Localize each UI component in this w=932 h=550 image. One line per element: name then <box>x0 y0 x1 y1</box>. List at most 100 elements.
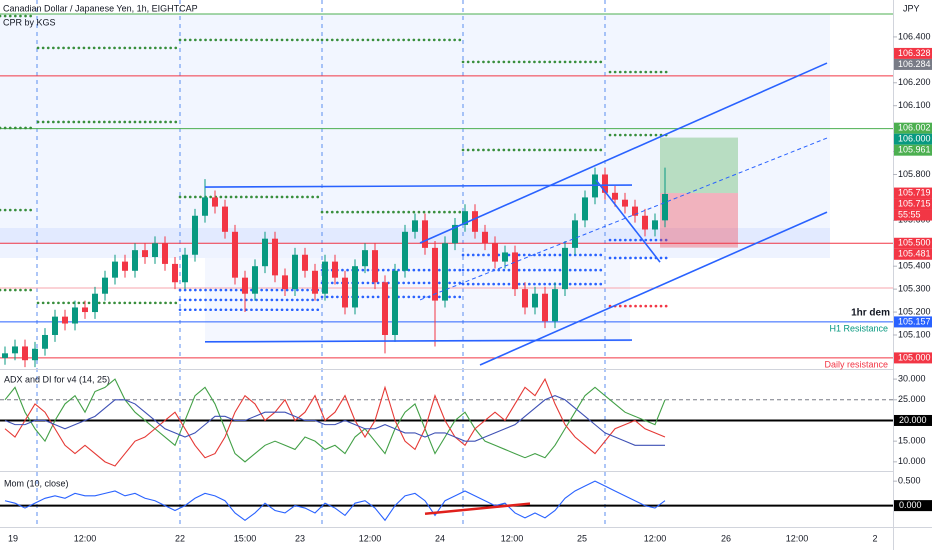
candle-body <box>32 348 38 361</box>
candle-body <box>412 220 418 232</box>
price-tag-box <box>894 133 932 145</box>
countdown: 55:55 <box>898 209 921 219</box>
candle-body <box>192 215 198 255</box>
y-tick-label: 25.000 <box>898 394 926 404</box>
x-tick-label: 12:00 <box>501 533 524 543</box>
candle-body <box>552 289 558 322</box>
candle-body <box>662 193 668 221</box>
y-tick-label: 106.400 <box>898 31 931 41</box>
price-tag-label: 105.000 <box>898 352 931 362</box>
candle-body <box>172 263 178 283</box>
candle-body <box>92 293 98 313</box>
level-tag: 0.000 <box>894 500 932 512</box>
price-tag-box <box>894 316 932 328</box>
candle-body <box>542 293 548 322</box>
y-tick-label: 105.100 <box>898 329 931 339</box>
level-tag: 20.000 <box>894 415 932 426</box>
price-tag-box <box>894 187 932 199</box>
price-tag-box <box>894 198 932 210</box>
price-tag-label: 105.961 <box>898 145 931 155</box>
price-tag: 105.719 <box>894 187 932 199</box>
x-tick-label: 19 <box>8 533 18 543</box>
x-tick-label: 12:00 <box>644 533 667 543</box>
annotation: Daily resistance <box>824 359 888 369</box>
candle-body <box>52 316 58 335</box>
candle-body <box>262 238 268 267</box>
candle-body <box>472 211 478 232</box>
candle-body <box>422 220 428 248</box>
price-tag-box <box>894 248 932 260</box>
candle-body <box>512 252 518 290</box>
candle-body <box>452 224 458 244</box>
chart-title: Canadian Dollar / Japanese Yen, 1h, EIGH… <box>3 3 198 13</box>
price-tag: 106.284 <box>894 59 932 70</box>
candle-body <box>502 252 508 262</box>
plot <box>0 13 893 522</box>
candle-body <box>372 250 378 283</box>
x-tick-label: 25 <box>577 533 587 543</box>
candle-body <box>162 243 168 264</box>
price-tag: 105.157 <box>894 316 932 328</box>
trendline <box>419 62 828 244</box>
price-tag-box <box>894 122 932 134</box>
y-tick-label: 106.100 <box>898 100 931 110</box>
candle-body <box>102 277 108 294</box>
price-tag: 105.961 <box>894 145 932 156</box>
y-tick-label: 105.800 <box>898 169 931 179</box>
level-tag-box <box>894 414 932 426</box>
indicator-name: CPR by KGS <box>3 17 56 27</box>
candle-body <box>432 247 438 301</box>
adx-title: ADX and DI for v4 (14, 25) <box>4 374 110 384</box>
candle-body <box>2 353 8 358</box>
y-tick-label: 10.000 <box>898 456 926 466</box>
candle-body <box>582 197 588 221</box>
trendline <box>204 184 633 188</box>
candle-body <box>312 270 318 294</box>
level-tag-label: 20.000 <box>899 415 927 425</box>
price-tag-label: 105.715 <box>898 198 931 208</box>
y-tick-label: 105.400 <box>898 261 931 271</box>
currency: JPY <box>903 3 920 13</box>
price-tag-label: 105.157 <box>898 316 931 326</box>
candle-body <box>612 192 618 200</box>
candle-body <box>392 270 398 335</box>
candle-body <box>342 277 348 308</box>
level-tag-box <box>894 500 932 512</box>
mom-title: Mom (10, close) <box>4 478 69 488</box>
candle-body <box>42 334 48 349</box>
stop-zone <box>660 193 738 248</box>
x-tick-label: 23 <box>295 533 305 543</box>
y-tick-label: 30.000 <box>898 373 926 383</box>
candle-body <box>352 266 358 308</box>
candle-body <box>572 220 578 248</box>
candle-body <box>402 231 408 271</box>
candle-body <box>442 243 448 301</box>
price-tag: 105.481 <box>894 249 932 260</box>
x-tick-label: 22 <box>175 533 185 543</box>
x-tick-label: 12:00 <box>74 533 97 543</box>
candle-body <box>132 250 138 271</box>
price-tag: 105.500 <box>894 238 932 249</box>
candle-body <box>362 250 368 267</box>
candle-body <box>212 197 218 207</box>
price-tag-box <box>894 237 932 249</box>
price-tag: 106.328 <box>894 48 932 59</box>
candle-body <box>482 231 488 244</box>
price-tag-box <box>894 47 932 59</box>
annotation: H1 Resistance <box>829 323 888 333</box>
candle-body <box>72 307 78 324</box>
trendline <box>595 179 661 263</box>
candle-body <box>332 261 338 278</box>
candle-body <box>222 206 228 232</box>
x-tick-label: 26 <box>721 533 731 543</box>
indicator-line <box>4 480 666 522</box>
candle-body <box>622 199 628 207</box>
candle-body <box>202 197 208 216</box>
trendline <box>479 211 828 366</box>
candle-body <box>642 215 648 230</box>
candle-body <box>282 275 288 290</box>
price-tag: 106.002 <box>894 123 932 134</box>
y-tick-label: 105.300 <box>898 284 931 294</box>
x-tick-label: 12:00 <box>786 533 809 543</box>
